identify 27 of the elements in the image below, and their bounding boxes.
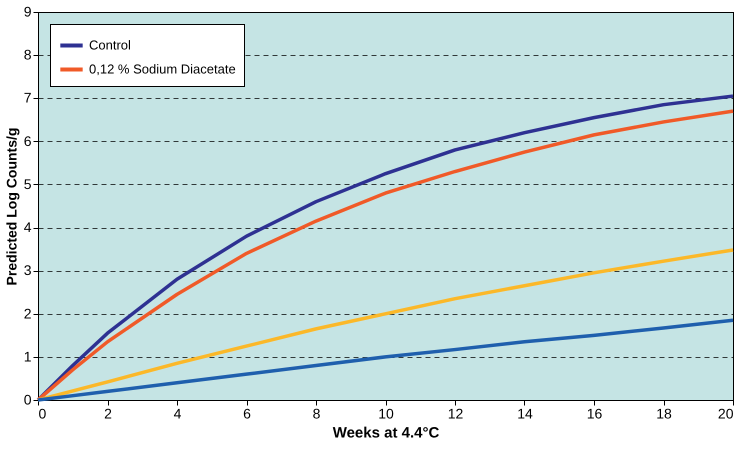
x-tick-label: 8: [312, 406, 321, 422]
y-tick-label: 5: [24, 176, 32, 192]
y-tick-label: 6: [24, 132, 32, 149]
y-tick-label: 7: [24, 90, 32, 106]
x-tick-label: 20: [718, 406, 734, 422]
x-tick-label: 0: [38, 406, 46, 422]
y-tick-label: 8: [24, 46, 32, 63]
x-tick-label: 14: [517, 406, 533, 422]
x-tick-label: 4: [174, 406, 182, 422]
line-series: [36, 248, 735, 402]
x-tick-label: 10: [378, 406, 394, 422]
x-tick-label: 6: [243, 406, 252, 422]
x-tick-label: 2: [104, 406, 112, 422]
x-tick-label: 18: [656, 406, 672, 422]
y-axis-title: Predicted Log Counts/g: [4, 128, 20, 286]
x-axis-title: Weeks at 4.4°C: [332, 424, 440, 442]
legend-label: Control: [89, 38, 132, 52]
x-tick-label: 16: [586, 406, 602, 422]
line-series: [36, 318, 735, 402]
y-tick-label: 0: [24, 392, 32, 408]
x-tick-label: 12: [448, 406, 464, 422]
legend-label: 0,12 % Sodium Diacetate: [89, 62, 236, 76]
y-tick-label: 4: [24, 219, 32, 236]
y-tick-label: 9: [24, 4, 32, 20]
y-tick-label: 2: [24, 305, 32, 322]
y-tick-label: 1: [24, 348, 32, 364]
y-tick-label: 3: [24, 262, 32, 278]
